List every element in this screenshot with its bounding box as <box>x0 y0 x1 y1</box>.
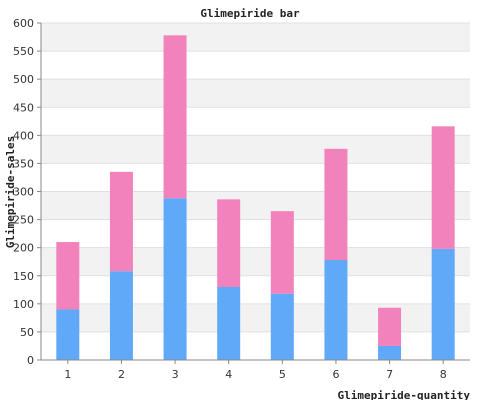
y-tick-label: 300 <box>13 186 34 199</box>
bar-segment-2 <box>56 242 80 310</box>
bar-segment-2 <box>431 126 455 249</box>
y-tick-label: 500 <box>13 73 34 86</box>
axes <box>40 23 470 361</box>
y-tick-label: 450 <box>13 101 34 114</box>
y-tick-label: 350 <box>13 157 34 170</box>
grid-band <box>41 275 470 304</box>
grid-band <box>41 163 470 192</box>
grid-band <box>41 191 470 220</box>
y-tick-label: 50 <box>20 326 34 339</box>
x-tick-labels: 1 2 3 4 5 6 7 8 <box>64 360 447 381</box>
bar-segment-2 <box>163 35 187 199</box>
bar-segment-1 <box>109 271 133 360</box>
grid-band <box>41 51 470 80</box>
grid-band <box>41 23 470 52</box>
y-tick-label: 150 <box>13 270 34 283</box>
bar-segment-1 <box>431 248 455 360</box>
bar-segment-2 <box>109 171 133 272</box>
y-axis-label: Glimepiride-sales <box>4 136 17 249</box>
x-tick-label: 6 <box>332 368 339 381</box>
y-tick-label: 400 <box>13 129 34 142</box>
grid-band <box>41 79 470 108</box>
x-tick-label: 3 <box>172 368 179 381</box>
chart-title: Glimepiride bar <box>200 7 300 20</box>
grid-band <box>41 331 470 360</box>
y-tick-label: 100 <box>13 298 34 311</box>
bar-segment-2 <box>270 211 294 294</box>
grid-band <box>41 219 470 248</box>
y-tick-label: 0 <box>27 354 34 367</box>
bar-segment-2 <box>217 199 241 287</box>
y-tick-label: 550 <box>13 45 34 58</box>
bar-segment-1 <box>163 198 187 360</box>
y-tick-label: 200 <box>13 242 34 255</box>
grid-band <box>41 107 470 136</box>
x-tick-label: 4 <box>225 368 232 381</box>
x-tick-label: 8 <box>440 368 447 381</box>
y-tick-label: 600 <box>13 17 34 30</box>
bar-segment-1 <box>378 345 402 360</box>
grid-band <box>41 303 470 332</box>
bar-segment-2 <box>378 307 402 346</box>
bar-segment-1 <box>324 260 348 360</box>
bar-segment-2 <box>324 148 348 261</box>
x-tick-label: 2 <box>118 368 125 381</box>
grid-band <box>41 135 470 164</box>
grid-band <box>41 247 470 276</box>
x-axis-label: Glimepiride-quantity <box>338 389 471 400</box>
x-tick-label: 7 <box>386 368 393 381</box>
y-tick-label: 250 <box>13 214 34 227</box>
bar-segment-1 <box>270 293 294 360</box>
y-tick-labels: 0 50 100 150 200 250 300 350 400 450 500 550 600 <box>13 17 34 367</box>
x-tick-label: 1 <box>64 368 71 381</box>
bar-segment-1 <box>56 309 80 360</box>
x-tick-label: 5 <box>279 368 286 381</box>
bars <box>56 35 455 360</box>
bar-segment-1 <box>217 286 241 360</box>
